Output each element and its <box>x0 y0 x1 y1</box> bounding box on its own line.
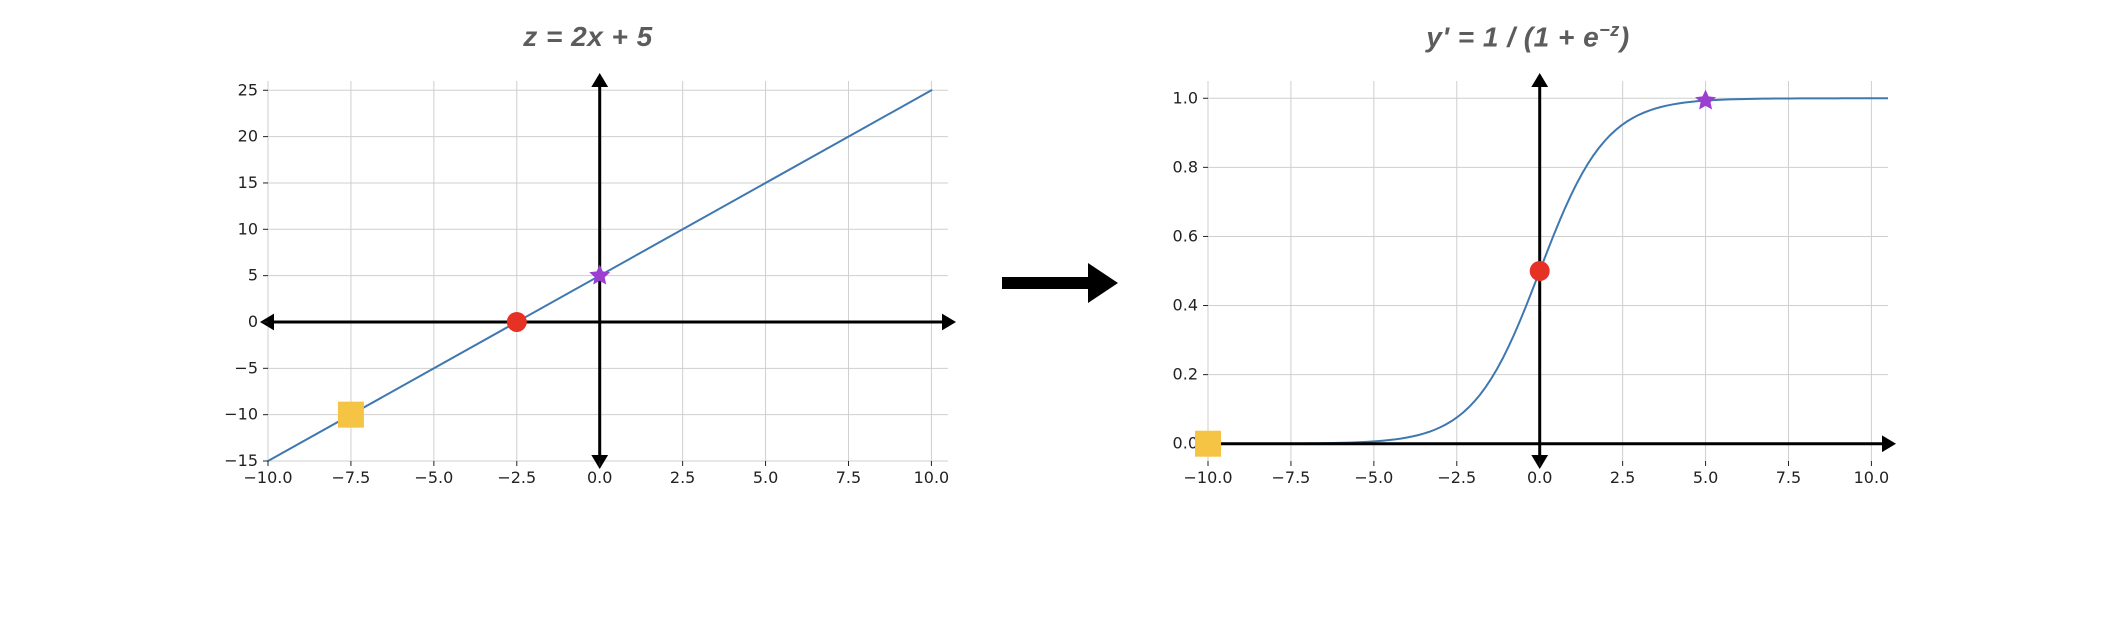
svg-text:2.5: 2.5 <box>670 468 695 487</box>
svg-text:25: 25 <box>238 80 258 99</box>
left-panel: z = 2x + 5 −10.0 −7.5 −5.0 −2.5 0.0 2.5 5.0 7.5… <box>208 21 968 501</box>
svg-text:−2.5: −2.5 <box>497 468 536 487</box>
right-chart-wrap: −10.0 −7.5 −5.0 −2.5 0.0 2.5 5.0 7.5 10.0 0.0 0.2 0… <box>1148 71 1908 501</box>
svg-text:5.0: 5.0 <box>753 468 778 487</box>
svg-text:10.0: 10.0 <box>914 468 950 487</box>
svg-text:15: 15 <box>238 173 258 192</box>
svg-text:1.0: 1.0 <box>1173 89 1198 108</box>
svg-text:0.6: 0.6 <box>1173 227 1198 246</box>
svg-text:−10.0: −10.0 <box>1183 468 1232 487</box>
svg-text:0.2: 0.2 <box>1173 365 1198 384</box>
svg-text:5.0: 5.0 <box>1693 468 1718 487</box>
svg-text:−7.5: −7.5 <box>1271 468 1310 487</box>
svg-text:−2.5: −2.5 <box>1437 468 1476 487</box>
svg-text:7.5: 7.5 <box>1776 468 1801 487</box>
right-chart: −10.0 −7.5 −5.0 −2.5 0.0 2.5 5.0 7.5 10.0 0.0 0.2 0… <box>1148 71 1908 501</box>
svg-text:−5.0: −5.0 <box>414 468 453 487</box>
figure-container: z = 2x + 5 −10.0 −7.5 −5.0 −2.5 0.0 2.5 5.0 7.5… <box>20 20 2096 501</box>
svg-text:0.8: 0.8 <box>1173 158 1198 177</box>
svg-text:−15: −15 <box>224 451 258 470</box>
right-panel: y' = 1 / (1 + e−z) −10.0 −7.5 −5.0 −2.5 0.0 2… <box>1148 20 1908 501</box>
left-chart: −10.0 −7.5 −5.0 −2.5 0.0 2.5 5.0 7.5 10.0 −15 −10 −… <box>208 71 968 501</box>
svg-text:20: 20 <box>238 126 258 145</box>
svg-text:−10.0: −10.0 <box>243 468 292 487</box>
svg-text:0.0: 0.0 <box>1527 468 1552 487</box>
svg-text:−5.0: −5.0 <box>1354 468 1393 487</box>
left-chart-wrap: −10.0 −7.5 −5.0 −2.5 0.0 2.5 5.0 7.5 10.0 −15 −10 −… <box>208 71 968 501</box>
svg-text:0: 0 <box>248 312 258 331</box>
svg-text:2.5: 2.5 <box>1610 468 1635 487</box>
arrow-icon <box>998 259 1118 307</box>
svg-text:10: 10 <box>238 219 258 238</box>
svg-text:−10: −10 <box>224 404 258 423</box>
left-chart-title: z = 2x + 5 <box>523 21 653 53</box>
arrow-between <box>998 259 1118 312</box>
svg-text:5: 5 <box>248 265 258 284</box>
right-chart-title: y' = 1 / (1 + e−z) <box>1426 20 1629 53</box>
svg-text:0.4: 0.4 <box>1173 296 1198 315</box>
svg-text:−7.5: −7.5 <box>331 468 370 487</box>
svg-text:−5: −5 <box>234 358 258 377</box>
svg-text:0.0: 0.0 <box>1173 434 1198 453</box>
svg-text:10.0: 10.0 <box>1854 468 1890 487</box>
svg-text:0.0: 0.0 <box>587 468 612 487</box>
svg-text:7.5: 7.5 <box>836 468 861 487</box>
